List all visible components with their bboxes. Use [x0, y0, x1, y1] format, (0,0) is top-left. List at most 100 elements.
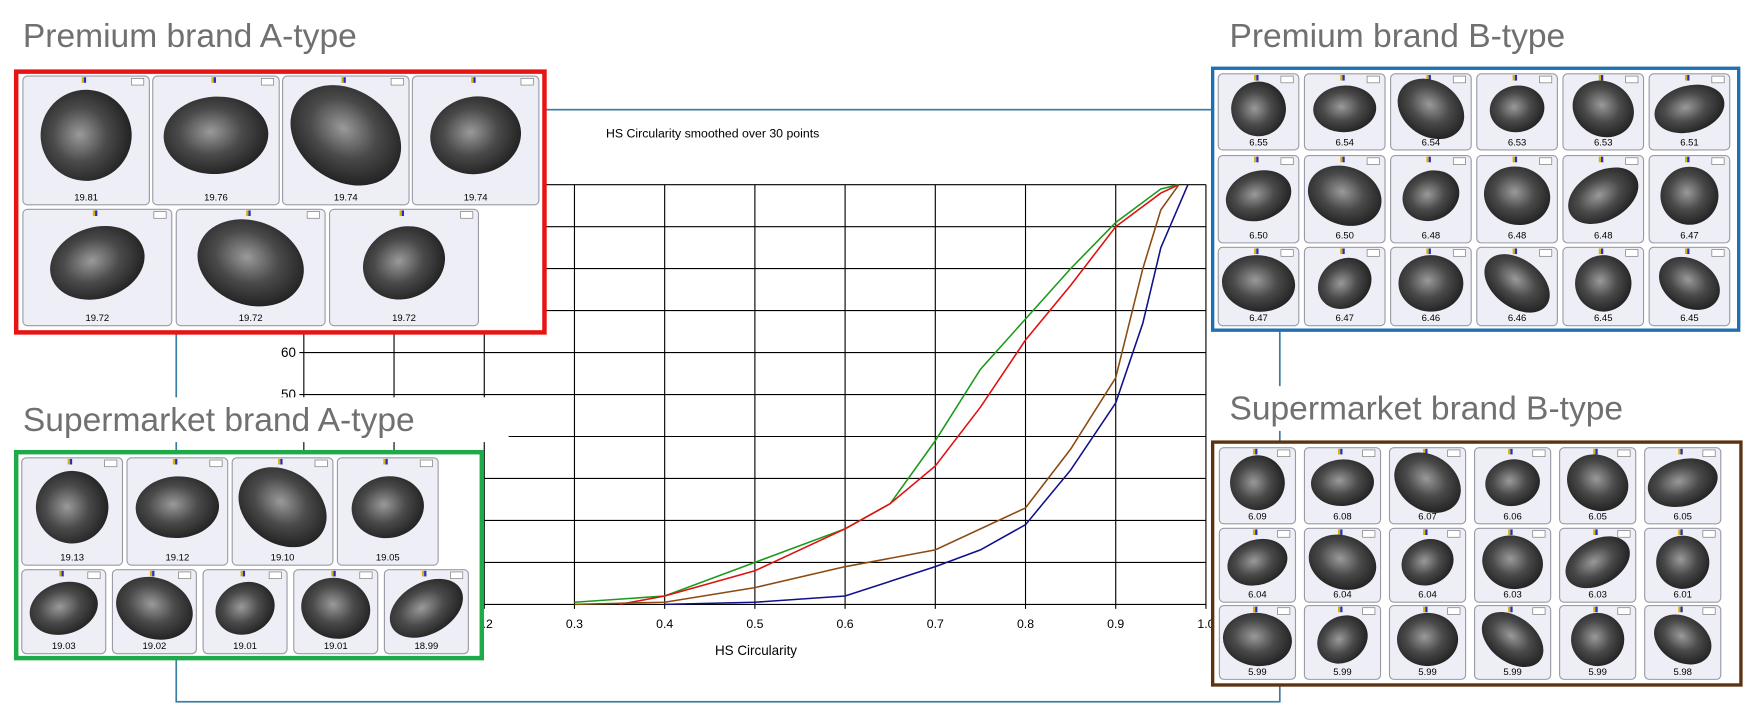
tile-flag: [213, 77, 216, 83]
particle-tile: 6.53: [1476, 73, 1558, 151]
particle-tile: 19.72: [175, 208, 326, 327]
particle-image: [238, 467, 327, 548]
particle-tile: 6.48: [1476, 155, 1558, 244]
tile-flag: [59, 570, 62, 577]
particle-tile: 5.99: [1559, 604, 1637, 680]
tile-flag: [175, 458, 178, 465]
tile-value: 6.46: [1422, 313, 1441, 324]
particle-tile: 6.47: [1648, 155, 1731, 244]
particle-tile: 6.08: [1303, 447, 1382, 525]
tile-icon: [1280, 75, 1294, 84]
particle-tile: 19.72: [329, 208, 479, 327]
particle-tile: 6.55: [1217, 73, 1300, 151]
tile-flag: [1338, 529, 1341, 535]
tile-flag: [383, 458, 386, 465]
tile-icon: [450, 571, 464, 579]
x-tick-label: 1.0: [1197, 617, 1214, 631]
particle-tile: 5.99: [1388, 604, 1467, 680]
tile-value: 6.04: [1418, 590, 1437, 601]
particle-tile: 6.05: [1644, 447, 1722, 525]
tile-value: 5.99: [1503, 667, 1522, 678]
tile-flag: [1514, 156, 1518, 163]
particle-tile: 6.54: [1390, 73, 1472, 151]
particle-tile: 6.53: [1562, 73, 1645, 151]
tile-flag: [421, 570, 425, 577]
tile-icon: [390, 78, 404, 86]
tile-flag: [1252, 529, 1256, 535]
tile-value: 18.99: [414, 641, 438, 652]
particle-image: [1401, 539, 1454, 586]
tile-value: 6.07: [1418, 511, 1437, 522]
series-line: [574, 183, 1180, 604]
particle-tile: 6.06: [1473, 447, 1552, 525]
series-line: [619, 183, 1180, 606]
tile-flag: [1255, 448, 1258, 455]
tile-flag: [61, 570, 64, 577]
tile-flag: [1423, 606, 1426, 613]
particle-tile: 5.99: [1303, 604, 1382, 680]
tile-flag: [1680, 529, 1683, 535]
particle-tile: 6.03: [1559, 527, 1637, 603]
particle-tile: 6.47: [1303, 246, 1386, 327]
particle-image: [1313, 85, 1377, 133]
tile-flag: [1687, 74, 1690, 81]
tile-flag: [1340, 74, 1343, 81]
tile-icon: [1277, 449, 1291, 457]
tile-icon: [1625, 157, 1639, 165]
tile-flag: [401, 210, 405, 217]
tile-icon: [1362, 607, 1376, 615]
tile-flag: [1595, 448, 1598, 455]
particle-image: [1398, 255, 1464, 312]
tile-flag: [1252, 448, 1256, 455]
particle-image: [1489, 85, 1545, 133]
tile-icon: [460, 211, 474, 219]
tile-flag: [1684, 248, 1688, 255]
tile-flag: [1510, 529, 1513, 535]
tile-flag: [95, 210, 98, 217]
tile-value: 6.04: [1333, 590, 1352, 601]
particle-image: [1485, 459, 1540, 507]
tile-flag: [1423, 529, 1426, 535]
tile-icon: [1277, 607, 1291, 615]
tile-icon: [1539, 157, 1553, 165]
tile-icon: [1625, 75, 1639, 84]
tile-flag: [280, 458, 283, 465]
panel-title: Supermarket brand A-type: [23, 402, 415, 439]
tile-value: 6.50: [1335, 230, 1354, 241]
particle-tile: 19.74: [411, 75, 540, 206]
panel-title-bg: [16, 13, 509, 59]
particle-image: [1575, 255, 1632, 312]
tile-icon: [1280, 157, 1294, 165]
particle-image: [1394, 452, 1461, 513]
x-tick-label: 0.4: [656, 617, 673, 631]
tile-icon: [1711, 75, 1725, 84]
tile-flag: [81, 77, 84, 83]
x-tick-label: 0.3: [566, 617, 583, 631]
tile-flag: [399, 210, 402, 217]
particle-tile: 6.46: [1476, 246, 1558, 327]
tile-flag: [1340, 448, 1343, 455]
particle-image: [1317, 257, 1372, 309]
tile-icon: [178, 571, 192, 579]
particle-tile: 6.46: [1390, 246, 1472, 327]
tile-icon: [1702, 607, 1716, 615]
tile-value: 5.99: [1418, 667, 1437, 678]
particle-tile: 18.99: [383, 569, 469, 655]
tile-flag: [1256, 156, 1259, 163]
tile-value: 5.98: [1673, 667, 1692, 678]
tile-flag: [1508, 606, 1511, 613]
x-tick-label: 0.7: [927, 617, 944, 631]
tile-flag: [172, 458, 176, 465]
tile-value: 19.02: [143, 641, 167, 652]
tile-flag: [1254, 74, 1257, 81]
tile-flag: [333, 570, 336, 577]
tile-icon: [1362, 530, 1376, 538]
tile-value: 6.03: [1588, 590, 1607, 601]
particle-image: [389, 578, 463, 638]
particle-image: [135, 476, 220, 539]
particle-image: [1230, 455, 1285, 511]
tile-flag: [1426, 248, 1429, 255]
tile-flag: [331, 570, 334, 577]
tile-icon: [314, 459, 328, 468]
